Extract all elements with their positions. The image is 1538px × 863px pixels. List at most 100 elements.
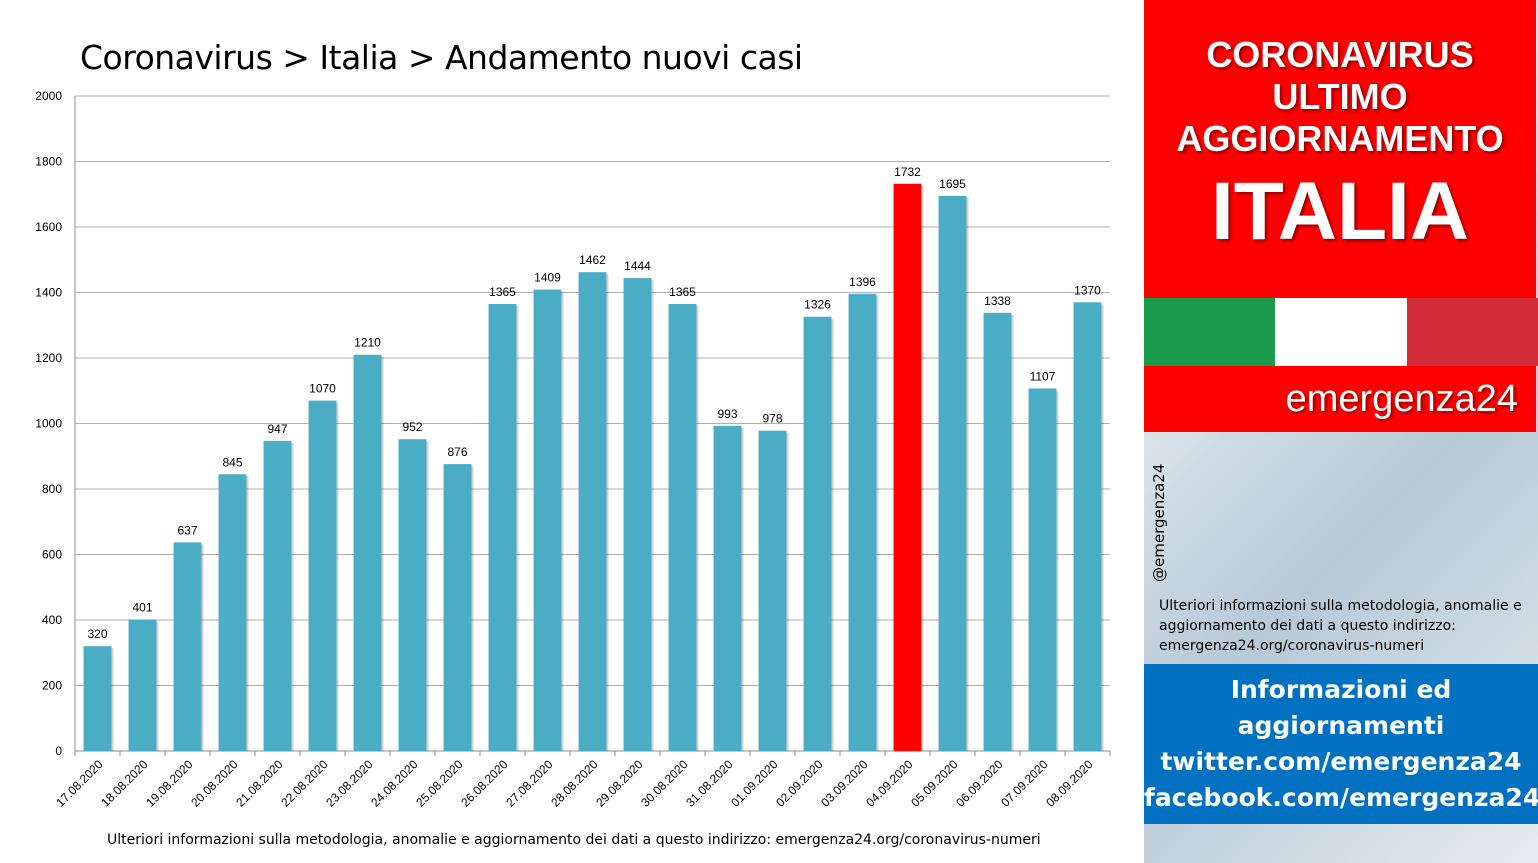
footer-note: Ulteriori informazioni sulla metodologia… [107,832,1041,848]
social-handle: @emergenza24 [1150,463,1168,582]
x-tick-label: 31.08.2020 [683,757,736,810]
y-tick-label: 0 [55,744,62,758]
data-label: 1326 [804,298,831,312]
data-label: 978 [762,412,782,426]
data-label: 1107 [1030,369,1056,383]
header-banner: CORONAVIRUS ULTIMO AGGIORNAMENTO ITALIA [1144,0,1536,298]
x-tick-label: 03.09.2020 [818,757,871,810]
x-tick-label: 05.09.2020 [908,757,961,810]
x-tick-label: 04.09.2020 [863,757,916,810]
twitter-link[interactable]: twitter.com/emergenza24 [1160,747,1522,776]
y-tick-label: 1400 [35,286,62,300]
x-tick-label: 22.08.2020 [278,757,331,810]
bar [533,289,562,751]
x-tick-label: 30.08.2020 [638,757,691,810]
header-line-italia: ITALIA [1210,166,1470,257]
x-tick-label: 01.09.2020 [728,757,781,810]
x-tick-label: 27.08.2020 [503,757,556,810]
y-tick-label: 1800 [35,155,62,169]
x-tick-label: 18.08.2020 [98,757,151,810]
data-label: 1365 [489,285,516,299]
x-tick-label: 23.08.2020 [323,757,376,810]
bar [83,646,112,751]
data-label: 320 [87,627,107,641]
right-panel: CORONAVIRUS ULTIMO AGGIORNAMENTO ITALIA … [1144,0,1538,863]
bar [578,272,607,751]
y-tick-label: 1600 [35,220,62,234]
bar [668,303,697,751]
brand-name: emergenza24 [1285,378,1518,420]
y-tick-label: 600 [42,548,62,562]
x-tick-label: 21.08.2020 [233,757,286,810]
y-tick-label: 400 [42,613,62,627]
x-tick-label: 17.08.2020 [53,757,106,810]
header-line-aggiornamento: AGGIORNAMENTO [1176,118,1504,159]
bar [848,293,877,751]
x-tick-label: 25.08.2020 [413,757,466,810]
bar-chart: 0 200 400 600 800 1000 1200 1400 1600 1800 2000 320… [35,89,1111,810]
bar [1028,388,1057,751]
bar [128,619,157,751]
x-tick-label: 19.08.2020 [143,757,196,810]
data-label: 1409 [534,271,561,285]
bar [983,312,1012,751]
x-tick-label: 20.08.2020 [188,757,241,810]
facebook-link[interactable]: facebook.com/emergenza24 [1144,783,1538,812]
data-label: 1732 [894,165,921,179]
data-label: 1370 [1074,283,1101,297]
data-label: 1695 [939,177,966,191]
data-label: 1338 [984,294,1011,308]
data-label: 1210 [354,336,381,350]
bar [443,464,472,751]
x-tick-label: 08.09.2020 [1043,757,1096,810]
bar [803,316,832,751]
bar [398,439,427,751]
flag-red-stripe [1406,298,1538,366]
info-line-2: aggiornamenti [1237,711,1445,740]
data-label: 845 [222,455,242,469]
data-label: 1444 [624,259,651,273]
data-label: 952 [402,420,422,434]
data-label: 1070 [309,382,336,396]
brand-bar: emergenza24 [1144,366,1536,432]
x-tick-label: 29.08.2020 [593,757,646,810]
bar [893,183,922,751]
y-tick-label: 1000 [35,417,62,431]
italian-flag [1144,298,1538,366]
data-label: 876 [447,445,467,459]
bar [623,278,652,751]
header-line-coronavirus: CORONAVIRUS [1206,34,1474,75]
x-tick-label: 02.09.2020 [773,757,826,810]
flag-green-stripe [1144,298,1276,366]
y-tick-label: 2000 [35,89,62,103]
data-label: 947 [267,422,287,436]
y-tick-label: 200 [42,679,62,693]
flag-white-stripe [1275,298,1407,366]
info-line-1: Informazioni ed [1230,675,1452,704]
header-line-ultimo: ULTIMO [1272,76,1408,117]
info-box: Informazioni ed aggiornamenti twitter.co… [1144,664,1538,824]
x-tick-label: 24.08.2020 [368,757,421,810]
x-tick-label: 26.08.2020 [458,757,511,810]
methodology-note: Ulteriori informazioni sulla metodologia… [1159,598,1522,654]
bar [488,303,517,751]
bar [713,425,742,751]
x-tick-label: 06.09.2020 [953,757,1006,810]
bar [938,195,967,751]
x-tick-label: 07.09.2020 [998,757,1051,810]
x-tick-label: 28.08.2020 [548,757,601,810]
bar [308,400,337,751]
data-label: 1365 [669,285,696,299]
data-label: 1462 [579,253,606,267]
bar [353,354,382,751]
chart-title: Coronavirus > Italia > Andamento nuovi c… [80,38,803,77]
y-tick-label: 800 [42,482,62,496]
bar [758,430,787,751]
data-label: 401 [132,601,152,615]
data-label: 637 [177,523,197,537]
data-label: 1396 [849,275,876,289]
y-tick-label: 1200 [35,351,62,365]
bar [173,542,202,751]
data-label: 993 [717,407,737,421]
bar [218,474,247,751]
